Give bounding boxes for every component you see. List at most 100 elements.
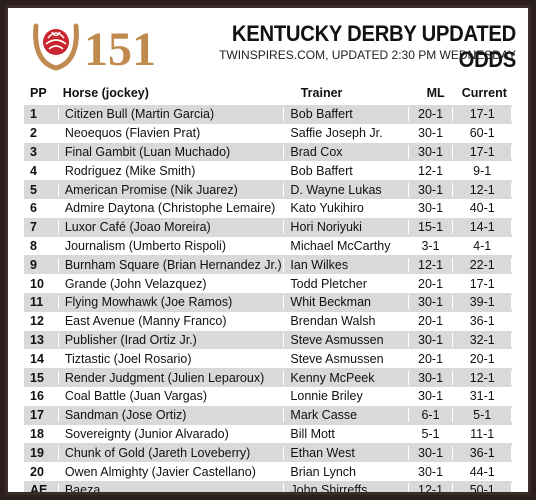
pp-cell: 1	[24, 107, 59, 122]
pp-cell: 18	[24, 426, 59, 441]
table-row: 11 Flying Mowhawk (Joe Ramos) Whit Beckman…	[24, 292, 513, 312]
col-pp-header: PP	[30, 86, 47, 100]
trainer-cell: Hori Noriyuki	[284, 220, 409, 235]
horse-cell: Flying Mowhawk (Joe Ramos)	[59, 295, 285, 310]
horse-cell: Tiztastic (Joel Rosario)	[59, 351, 285, 366]
table-row: 14 Tiztastic (Joel Rosario) Steve Asmussen…	[24, 349, 513, 369]
table-row: 16 Coal Battle (Juan Vargas) Lonnie Briley…	[24, 386, 513, 406]
table-row: 1 Citizen Bull (Martin Garcia) Bob Baffert…	[24, 105, 513, 124]
ml-odds-cell: 30-1	[409, 144, 454, 159]
trainer-cell: Steve Asmussen	[284, 332, 409, 347]
table-row: 12 East Avenue (Manny Franco) Brendan Wals…	[24, 311, 513, 331]
trainer-cell: Bob Baffert	[284, 163, 409, 178]
col-trainer-header: Trainer	[300, 86, 343, 100]
table-body: 1 Citizen Bull (Martin Garcia) Bob Baffert…	[24, 105, 513, 492]
horse-cell: Sandman (Jose Ortiz)	[59, 408, 285, 423]
current-odds-cell: 17-1	[453, 144, 513, 159]
current-odds-cell: 20-1	[453, 351, 513, 366]
table-row: 13 Publisher (Irad Ortiz Jr.) Steve Asmuss…	[24, 330, 513, 350]
trainer-cell: Brian Lynch	[284, 464, 409, 479]
trainer-cell: D. Wayne Lukas	[284, 182, 409, 197]
table-row: 7 Luxor Café (Joao Moreira) Hori Noriyuki 1…	[24, 217, 513, 237]
kentucky-derby-151-logo: 151	[33, 23, 156, 72]
pp-cell: 13	[24, 332, 59, 347]
pp-cell: 15	[24, 370, 59, 385]
horse-cell: Grande (John Velazquez)	[59, 276, 285, 291]
col-ml-header: ML	[426, 86, 445, 100]
current-odds-cell: 39-1	[453, 295, 513, 310]
horse-cell: Luxor Café (Joao Moreira)	[59, 220, 285, 235]
horse-cell: Burnham Square (Brian Hernandez Jr.)	[59, 257, 285, 272]
current-odds-cell: 17-1	[453, 107, 513, 122]
trainer-cell: Kato Yukihiro	[284, 201, 409, 216]
pp-cell: 9	[24, 257, 59, 272]
table-row: 19 Chunk of Gold (Jareth Loveberry) Ethan …	[24, 443, 513, 463]
trainer-cell: Todd Pletcher	[284, 276, 409, 291]
table-row: 2 Neoequos (Flavien Prat) Saffie Joseph Jr…	[24, 123, 513, 143]
trainer-cell: Brad Cox	[284, 144, 409, 159]
trainer-cell: Steve Asmussen	[284, 351, 409, 366]
current-odds-cell: 36-1	[453, 445, 513, 460]
pp-cell: 14	[24, 351, 59, 366]
trainer-cell: Ian Wilkes	[284, 257, 409, 272]
ml-odds-cell: 30-1	[409, 295, 454, 310]
ml-odds-cell: 3-1	[409, 238, 454, 253]
table-row: 8 Journalism (Umberto Rispoli) Michael McC…	[24, 236, 513, 256]
table-row: 9 Burnham Square (Brian Hernandez Jr.) Ian…	[24, 255, 513, 275]
pp-cell: 10	[24, 276, 59, 291]
table-row: 17 Sandman (Jose Ortiz) Mark Casse 6-1 5-1	[24, 405, 513, 425]
current-odds-cell: 31-1	[453, 389, 513, 404]
current-odds-cell: 22-1	[453, 257, 513, 272]
current-odds-cell: 40-1	[453, 201, 513, 216]
horse-cell: East Avenue (Manny Franco)	[59, 314, 285, 329]
trainer-cell: Lonnie Briley	[284, 389, 409, 404]
table-header: PP Horse (jockey) Trainer ML Current	[24, 84, 512, 102]
ml-odds-cell: 30-1	[409, 126, 454, 141]
horse-cell: Neoequos (Flavien Prat)	[59, 126, 285, 141]
pp-cell: AE	[24, 483, 59, 492]
ml-odds-cell: 30-1	[409, 389, 454, 404]
trainer-cell: Bob Baffert	[284, 107, 409, 122]
pp-cell: 20	[24, 464, 59, 479]
pp-cell: 3	[24, 144, 59, 159]
current-odds-cell: 4-1	[453, 238, 513, 253]
trainer-cell: Bill Mott	[284, 426, 409, 441]
table-row: 18 Sovereignty (Junior Alvarado) Bill Mott…	[24, 424, 513, 444]
ml-odds-cell: 30-1	[409, 201, 454, 216]
pp-cell: 5	[24, 182, 59, 197]
pp-cell: 4	[24, 163, 59, 178]
horse-cell: Rodriguez (Mike Smith)	[59, 163, 285, 178]
horse-cell: American Promise (Nik Juarez)	[59, 182, 285, 197]
current-odds-cell: 60-1	[453, 126, 513, 141]
pp-cell: 7	[24, 220, 59, 235]
svg-text:151: 151	[84, 23, 156, 72]
horse-cell: Sovereignty (Junior Alvarado)	[59, 426, 285, 441]
ml-odds-cell: 12-1	[409, 257, 454, 272]
current-odds-cell: 9-1	[453, 163, 513, 178]
ml-odds-cell: 30-1	[409, 464, 454, 479]
ml-odds-cell: 20-1	[409, 276, 454, 291]
horse-cell: Baeza	[59, 483, 285, 492]
current-odds-cell: 12-1	[453, 370, 513, 385]
current-odds-cell: 14-1	[453, 220, 513, 235]
table-row: 20 Owen Almighty (Javier Castellano) Brian…	[24, 462, 513, 481]
table-row: 10 Grande (John Velazquez) Todd Pletcher 20…	[24, 274, 513, 293]
ml-odds-cell: 30-1	[409, 370, 454, 385]
trainer-cell: Mark Casse	[284, 408, 409, 423]
ml-odds-cell: 20-1	[409, 107, 454, 122]
horse-cell: Chunk of Gold (Jareth Loveberry)	[59, 445, 285, 460]
ml-odds-cell: 20-1	[409, 314, 454, 329]
ml-odds-cell: 30-1	[409, 332, 454, 347]
pp-cell: 8	[24, 238, 59, 253]
trainer-cell: Brendan Walsh	[284, 314, 409, 329]
col-current-header: Current	[461, 86, 507, 100]
table-row: 4 Rodriguez (Mike Smith) Bob Baffert 12-1 9-…	[24, 161, 513, 181]
table-row: AE Baeza John Shirreffs 12-1 50-1	[24, 480, 513, 492]
trainer-cell: John Shirreffs	[284, 483, 409, 492]
current-odds-cell: 44-1	[453, 464, 513, 479]
page-title: KENTUCKY DERBY UPDATED ODDS	[231, 21, 516, 72]
current-odds-cell: 50-1	[453, 483, 513, 492]
page-subtitle: TWINSPIRES.COM, UPDATED 2:30 PM WEDNESDA…	[219, 48, 516, 62]
current-odds-cell: 32-1	[453, 332, 513, 347]
horse-cell: Render Judgment (Julien Leparoux)	[59, 370, 285, 385]
